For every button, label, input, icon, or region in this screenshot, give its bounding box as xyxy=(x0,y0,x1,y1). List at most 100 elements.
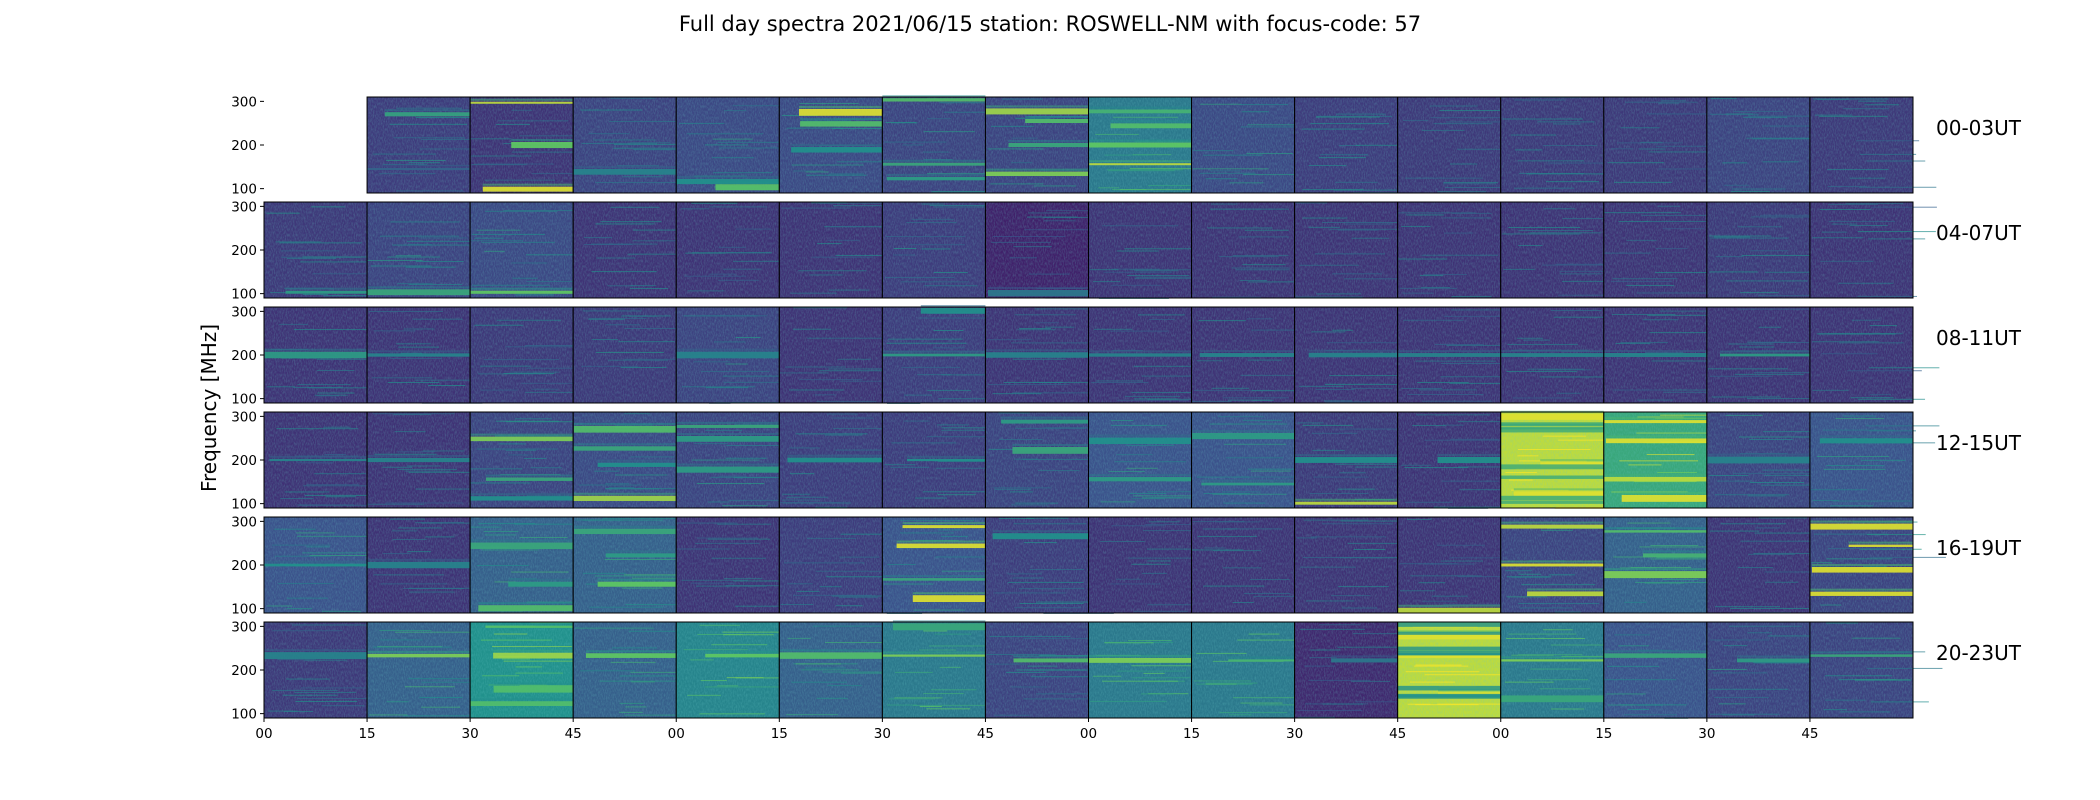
signal-band xyxy=(1308,352,1398,358)
spectrum-panel xyxy=(1294,201,1410,299)
noise-streak xyxy=(1753,341,1810,343)
noise-streak xyxy=(1839,342,1904,344)
signal-band xyxy=(493,685,574,693)
noise-streak xyxy=(625,706,647,708)
noise-streak xyxy=(828,173,864,175)
noise-streak xyxy=(1750,481,1805,483)
noise-streak xyxy=(1614,181,1672,183)
noise-streak xyxy=(735,605,786,607)
noise-streak xyxy=(789,447,820,449)
signal-band xyxy=(676,424,780,428)
noise-streak xyxy=(505,421,577,423)
signal-band-fringe xyxy=(573,492,677,495)
noise-streak xyxy=(1210,203,1238,205)
noise-streak xyxy=(588,317,647,319)
noise-streak xyxy=(1764,571,1817,573)
noise-streak xyxy=(476,564,529,566)
signal-band-fringe xyxy=(1603,568,1707,571)
noise-streak xyxy=(1028,212,1070,214)
noise-streak xyxy=(1341,607,1378,609)
noise-streak xyxy=(1247,124,1310,126)
noise-streak xyxy=(580,109,609,111)
noise-streak xyxy=(1449,557,1510,559)
noise-streak xyxy=(1129,168,1194,170)
noise-streak xyxy=(306,546,330,548)
noise-streak xyxy=(1530,97,1582,99)
noise-streak xyxy=(1709,639,1770,641)
panel-frame xyxy=(1809,201,1914,299)
noise-streak xyxy=(1199,103,1241,105)
noise-streak xyxy=(1209,170,1241,172)
signal-band xyxy=(912,595,986,602)
noise-streak xyxy=(1517,337,1544,339)
x-tick-label: 00 xyxy=(1492,726,1509,742)
noise-streak xyxy=(503,209,578,211)
noise-streak xyxy=(397,451,436,453)
noise-streak xyxy=(917,374,951,376)
signal-band xyxy=(367,653,471,658)
noise-streak xyxy=(828,289,870,291)
signal-band xyxy=(886,176,986,181)
signal-band xyxy=(1088,477,1192,482)
noise-streak xyxy=(1767,635,1833,637)
signal-band-fringe xyxy=(1809,651,1913,654)
noise-streak xyxy=(830,226,862,228)
noise-streak xyxy=(1422,600,1458,602)
spectrum-panel xyxy=(675,306,797,404)
panel-noise xyxy=(1603,517,1707,613)
noise-streak xyxy=(1354,466,1435,468)
noise-streak xyxy=(1832,500,1912,502)
noise-streak xyxy=(372,377,433,379)
noise-streak xyxy=(1299,628,1365,630)
noise-streak xyxy=(498,120,569,122)
noise-streak xyxy=(1734,373,1804,375)
noise-streak xyxy=(799,103,859,105)
noise-streak xyxy=(1416,414,1491,416)
noise-streak xyxy=(1711,396,1781,398)
noise-streak xyxy=(1611,314,1675,316)
noise-streak xyxy=(792,328,832,330)
panel-noise xyxy=(985,517,1089,613)
noise-streak xyxy=(394,431,426,433)
noise-streak xyxy=(484,210,558,212)
noise-streak xyxy=(1402,119,1429,121)
signal-band xyxy=(285,290,368,294)
spectrum-panel xyxy=(1397,201,1502,299)
noise-streak xyxy=(1111,284,1162,286)
y-tick-label: 300 xyxy=(231,199,257,215)
noise-streak xyxy=(1239,104,1289,106)
noise-streak xyxy=(582,519,664,521)
noise-streak xyxy=(782,493,811,495)
noise-streak xyxy=(302,552,381,554)
noise-streak xyxy=(723,578,763,580)
noise-streak xyxy=(1820,604,1842,606)
noise-streak xyxy=(1093,328,1132,330)
x-tick-label: 45 xyxy=(1389,726,1406,742)
spectrum-panel xyxy=(572,201,713,299)
signal-band xyxy=(985,352,1089,358)
noise-streak xyxy=(734,424,808,426)
noise-streak xyxy=(827,685,862,687)
noise-streak xyxy=(303,659,347,661)
noise-streak xyxy=(1351,387,1393,389)
noise-streak xyxy=(678,122,725,124)
noise-streak xyxy=(470,468,523,470)
noise-streak xyxy=(1620,342,1668,344)
noise-streak xyxy=(1842,415,1876,417)
noise-streak xyxy=(1302,217,1348,219)
signal-band xyxy=(264,563,368,567)
noise-streak xyxy=(780,603,814,605)
noise-streak xyxy=(1527,679,1589,681)
noise-streak xyxy=(292,624,371,626)
noise-streak xyxy=(389,518,426,520)
noise-streak xyxy=(796,590,820,592)
noise-streak xyxy=(1630,566,1692,568)
noise-streak xyxy=(1036,693,1099,695)
noise-streak xyxy=(415,488,474,490)
signal-band xyxy=(1201,482,1295,486)
noise-streak xyxy=(1223,502,1266,504)
signal-band-fringe xyxy=(597,459,677,462)
noise-streak xyxy=(1309,492,1369,494)
noise-streak xyxy=(578,484,642,486)
signal-band-fringe xyxy=(787,454,883,457)
